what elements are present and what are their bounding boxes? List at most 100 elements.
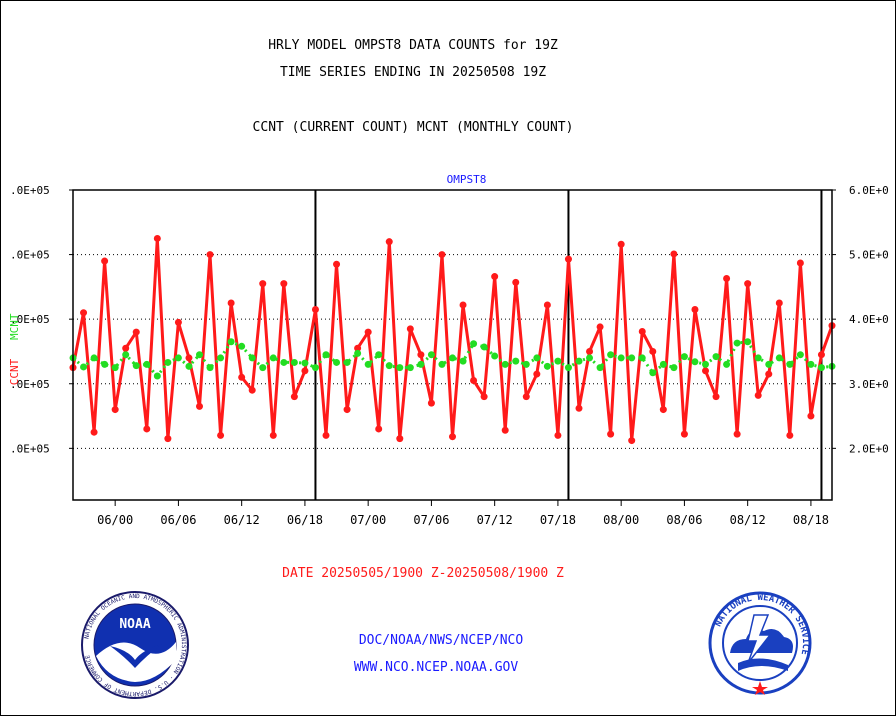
data-point-ccnt	[554, 431, 562, 439]
data-point-ccnt	[238, 373, 246, 381]
date-range-label: DATE 20250505/1900 Z-20250508/1900 Z	[282, 566, 564, 581]
data-point-ccnt	[786, 431, 794, 439]
y-tick-label-right: 3.0E+0	[849, 378, 889, 391]
x-tick-label: 06/06	[160, 513, 196, 527]
data-point-mcnt	[575, 357, 583, 365]
data-point-ccnt	[638, 327, 646, 335]
data-point-ccnt	[438, 251, 446, 259]
data-point-mcnt	[174, 354, 182, 362]
data-point-mcnt	[807, 360, 815, 368]
x-tick-label: 06/18	[287, 513, 323, 527]
data-point-mcnt	[617, 354, 625, 362]
chart-subtitle: TIME SERIES ENDING IN 20250508 19Z	[279, 65, 547, 80]
data-point-ccnt	[564, 255, 572, 263]
data-point-ccnt	[196, 402, 203, 410]
y-axis-labels: CCNT MCNT	[8, 313, 21, 385]
data-point-ccnt	[333, 260, 341, 268]
y-tick-label-left: .0E+05	[10, 378, 50, 391]
data-point-mcnt	[723, 360, 731, 368]
data-point-mcnt	[227, 338, 235, 346]
data-point-ccnt	[480, 393, 488, 401]
data-point-mcnt	[564, 364, 572, 372]
data-point-ccnt	[607, 430, 615, 438]
data-point-mcnt	[164, 358, 172, 366]
data-point-ccnt	[280, 280, 288, 288]
data-point-mcnt	[217, 354, 225, 362]
data-point-ccnt	[543, 301, 551, 309]
data-point-ccnt	[712, 393, 720, 401]
data-point-mcnt	[438, 360, 446, 368]
data-point-ccnt	[269, 431, 277, 439]
data-point-ccnt	[723, 274, 731, 282]
data-point-mcnt	[480, 343, 488, 351]
data-point-mcnt	[628, 354, 636, 362]
data-point-ccnt	[343, 406, 351, 414]
nws-logo-icon: NATIONAL WEATHER SERVICE	[708, 591, 812, 695]
y-tick-label-left: .0E+05	[10, 442, 50, 455]
data-point-ccnt	[512, 278, 520, 286]
plot-area	[73, 190, 832, 500]
x-tick-label: 08/00	[603, 513, 639, 527]
data-point-mcnt	[427, 351, 435, 359]
data-point-ccnt	[491, 273, 499, 281]
data-point-ccnt	[522, 393, 530, 401]
data-point-mcnt	[301, 359, 309, 367]
data-point-ccnt	[470, 377, 478, 385]
y-tick-label-right: 2.0E+0	[849, 442, 889, 455]
chart-series-description: CCNT (CURRENT COUNT) MCNT (MONTHLY COUNT…	[252, 120, 574, 135]
x-tick-label: 08/18	[793, 513, 829, 527]
data-point-mcnt	[680, 353, 688, 361]
data-point-ccnt	[311, 305, 319, 313]
data-point-ccnt	[217, 431, 225, 439]
data-point-ccnt	[427, 399, 435, 407]
data-point-mcnt	[733, 339, 741, 347]
data-point-ccnt	[101, 257, 109, 265]
data-point-ccnt	[80, 309, 88, 317]
data-point-mcnt	[238, 342, 246, 350]
data-point-mcnt	[586, 354, 594, 362]
x-tick-label: 06/00	[97, 513, 133, 527]
data-point-ccnt	[259, 280, 267, 288]
data-point-mcnt	[322, 351, 330, 359]
data-point-mcnt	[817, 364, 825, 372]
data-point-ccnt	[765, 370, 773, 378]
x-tick-label: 08/06	[666, 513, 702, 527]
data-point-mcnt	[712, 353, 720, 361]
plot-frame	[72, 189, 833, 501]
data-point-ccnt	[817, 351, 825, 359]
data-point-mcnt	[554, 357, 562, 365]
data-point-ccnt	[628, 437, 636, 445]
y-axis-label-ccnt: CCNT	[8, 358, 21, 385]
data-point-mcnt	[80, 363, 88, 371]
data-point-mcnt	[280, 358, 288, 366]
data-point-ccnt	[775, 299, 783, 307]
data-point-mcnt	[311, 364, 319, 372]
data-point-ccnt	[375, 425, 383, 433]
data-point-ccnt	[575, 404, 583, 412]
x-tick-label: 08/12	[730, 513, 766, 527]
data-point-ccnt	[396, 435, 404, 443]
data-point-ccnt	[754, 391, 762, 399]
data-point-ccnt	[174, 318, 182, 326]
x-tick-label: 06/12	[224, 513, 260, 527]
y-tick-label-right: 4.0E+0	[849, 313, 889, 326]
chart-svg: .0E+05 6.0E+0 .0E+05 5.0E+0 .0E+05 4.0E+0 .0E+…	[8, 173, 889, 527]
data-point-ccnt	[354, 344, 362, 352]
data-point-mcnt	[512, 357, 520, 365]
data-point-mcnt	[501, 360, 509, 368]
data-point-ccnt	[617, 240, 625, 248]
data-point-mcnt	[259, 364, 267, 372]
data-point-ccnt	[248, 386, 256, 394]
data-point-mcnt	[269, 354, 277, 362]
nco-link[interactable]: DOC/NOAA/NWS/NCEP/NCO	[358, 633, 524, 648]
data-point-ccnt	[459, 301, 467, 309]
data-point-ccnt	[132, 328, 140, 336]
x-tick-label: 07/18	[540, 513, 576, 527]
data-point-mcnt	[522, 360, 530, 368]
data-point-ccnt	[691, 305, 699, 313]
data-point-ccnt	[449, 433, 456, 441]
nco-website-link[interactable]: WWW.NCO.NCEP.NOAA.GOV	[353, 660, 519, 675]
data-point-mcnt	[385, 362, 393, 370]
data-point-mcnt	[775, 354, 783, 362]
chart-title: HRLY MODEL OMPST8 DATA COUNTS for 19Z	[268, 38, 558, 53]
